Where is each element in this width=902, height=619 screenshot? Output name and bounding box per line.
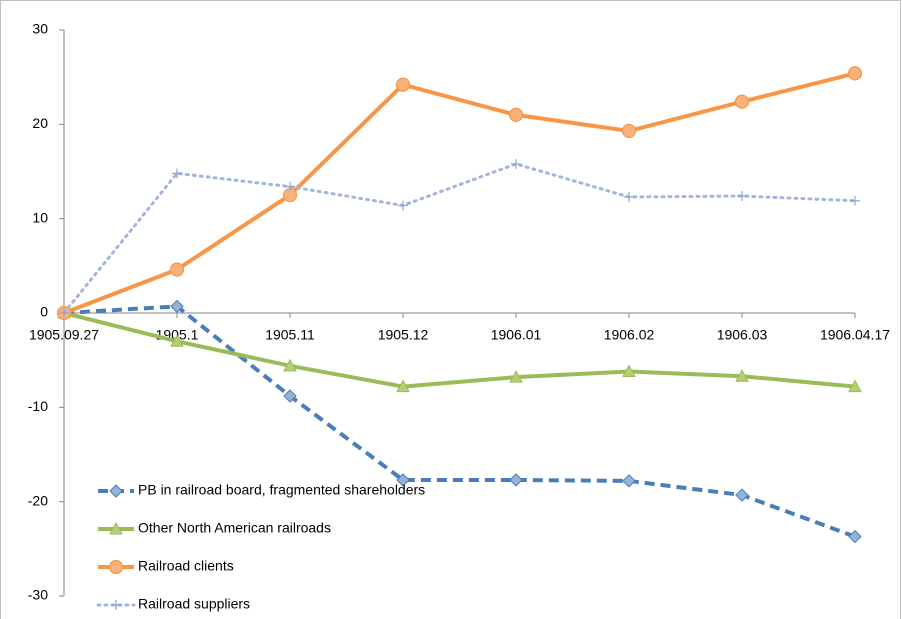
legend-label: PB in railroad board, fragmented shareho… [138,482,425,498]
data-point [622,364,636,377]
legend-marker [108,559,124,575]
data-point [621,123,637,139]
y-tick-label: 20 [32,115,48,131]
y-tick-label: 10 [32,209,48,225]
y-tick-label: -20 [28,492,48,508]
data-point [285,181,295,192]
data-point [735,369,749,382]
x-tick-label: 1906.03 [717,327,768,343]
y-tick-label: -10 [28,398,48,414]
data-point [511,158,521,169]
data-point [734,94,750,109]
data-point [172,168,182,179]
data-point [396,473,410,487]
data-point [508,107,524,123]
data-point [396,379,410,393]
data-point [395,77,411,92]
y-tick-label: -30 [28,587,48,603]
data-point [509,370,523,383]
legend-label: Railroad clients [138,558,234,574]
data-point [850,195,860,206]
data-point [737,191,747,202]
x-tick-label: 1905.11 [265,327,315,343]
data-point [283,389,297,403]
data-point [848,529,862,544]
x-tick-label: 1906.04.17 [820,327,890,343]
data-point [624,191,634,202]
legend-marker [111,600,121,610]
legend-marker [109,521,123,535]
x-tick-label: 1905.09.27 [29,327,99,343]
series-line [62,162,857,315]
x-tick-label: 1906.02 [604,327,655,343]
y-tick-label: 30 [32,21,48,37]
series-line [63,71,856,315]
x-tick-label: 1905.12 [378,327,429,343]
data-point [735,488,749,502]
data-point [398,200,408,211]
data-point [59,308,69,318]
legend-label: Other North American railroads [138,520,331,536]
y-tick-label: 0 [40,304,48,320]
data-point [283,358,297,372]
data-point [170,334,184,347]
data-point [170,299,184,314]
data-point [509,473,523,487]
x-tick-label: 1906.01 [491,327,542,343]
legend-marker [109,484,123,498]
series-line [63,304,856,539]
data-point [847,66,863,81]
legend-label: Railroad suppliers [138,596,250,612]
series-line [63,311,856,389]
data-point [622,474,636,488]
data-point [848,379,862,393]
data-point [169,262,185,277]
